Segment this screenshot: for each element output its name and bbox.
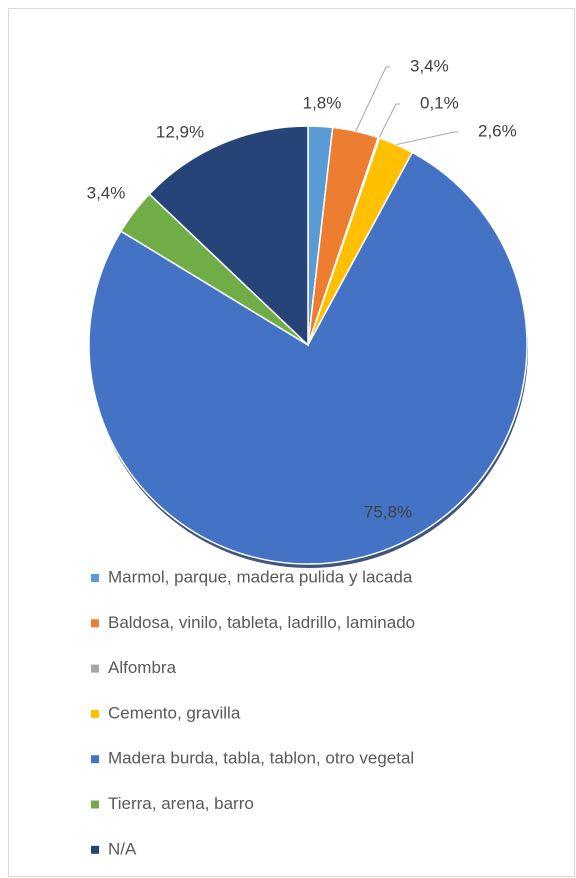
data-label: 3,4% xyxy=(410,56,449,75)
leader-line xyxy=(355,66,390,132)
leader-line xyxy=(396,131,458,146)
data-label: 0,1% xyxy=(420,93,459,112)
legend-text: Tierra, arena, barro xyxy=(108,794,254,813)
legend-text: Marmol, parque, madera pulida y lacada xyxy=(108,567,413,586)
legend-swatch xyxy=(91,709,99,718)
legend-text: Cemento, gravilla xyxy=(108,703,241,722)
legend-text: Baldosa, vinilo, tableta, ladrillo, lami… xyxy=(108,613,415,632)
legend-swatch xyxy=(91,664,99,673)
pie-slice xyxy=(148,125,309,347)
legend-text: Madera burda, tabla, tablon, otro vegeta… xyxy=(108,749,414,768)
legend-text: N/A xyxy=(108,839,137,858)
data-label: 75,8% xyxy=(364,502,412,521)
legend-text: Alfombra xyxy=(108,658,177,677)
pie-slice xyxy=(88,151,528,565)
data-label: 2,6% xyxy=(478,121,517,140)
legend-swatch xyxy=(91,845,99,854)
data-label: 12,9% xyxy=(156,122,204,141)
legend-swatch xyxy=(91,619,99,628)
data-label: 1,8% xyxy=(303,93,342,112)
legend-swatch xyxy=(91,574,99,582)
legend-swatch xyxy=(91,755,99,764)
data-label: 3,4% xyxy=(87,183,126,202)
leader-line xyxy=(378,103,400,139)
legend-swatch xyxy=(91,800,99,809)
